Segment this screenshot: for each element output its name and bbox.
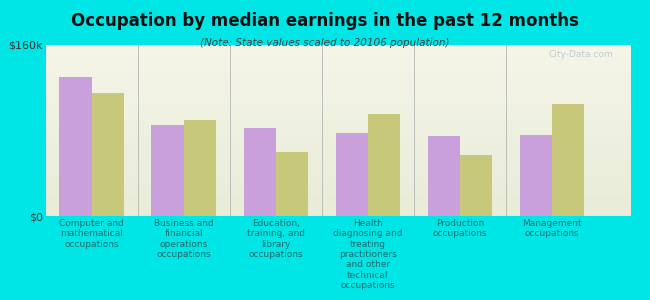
Text: City-Data.com: City-Data.com (549, 50, 613, 59)
Bar (59, 77, 92, 216)
Text: Occupation by median earnings in the past 12 months: Occupation by median earnings in the pas… (71, 12, 579, 30)
Bar (520, 135, 552, 216)
Bar (184, 120, 216, 216)
Bar (151, 125, 184, 216)
Bar (276, 152, 308, 216)
Bar (460, 155, 492, 216)
Bar (368, 115, 400, 216)
Bar (552, 104, 584, 216)
Text: (Note: State values scaled to 20106 population): (Note: State values scaled to 20106 popu… (200, 38, 450, 47)
Bar (244, 128, 276, 216)
Bar (428, 136, 460, 216)
Bar (335, 133, 368, 216)
Bar (92, 93, 124, 216)
